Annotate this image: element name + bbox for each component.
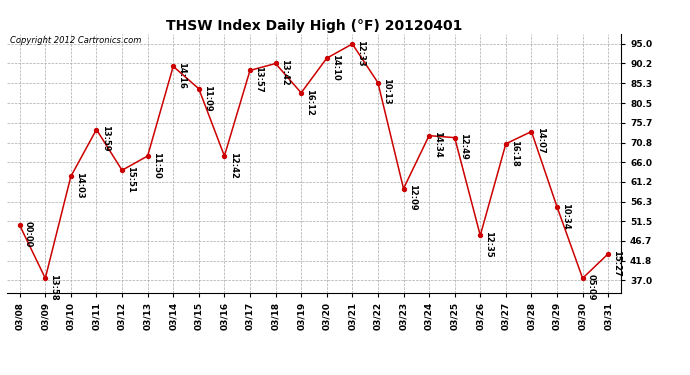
Text: 12:33: 12:33	[357, 40, 366, 66]
Text: 16:12: 16:12	[305, 88, 315, 116]
Text: 15:51: 15:51	[126, 166, 135, 193]
Text: 12:35: 12:35	[484, 231, 493, 258]
Text: 14:07: 14:07	[535, 128, 544, 154]
Point	[577, 275, 588, 281]
Text: 14:10: 14:10	[331, 54, 340, 81]
Point	[168, 63, 179, 69]
Text: 16:18: 16:18	[510, 140, 519, 166]
Point	[270, 60, 281, 66]
Text: 12:09: 12:09	[408, 184, 417, 211]
Point	[449, 135, 460, 141]
Point	[526, 129, 537, 135]
Text: 12:49: 12:49	[459, 134, 468, 160]
Point	[193, 86, 204, 92]
Text: 10:34: 10:34	[561, 203, 570, 229]
Text: 13:57: 13:57	[254, 66, 263, 93]
Point	[398, 186, 409, 192]
Text: 10:13: 10:13	[382, 78, 391, 105]
Text: Copyright 2012 Cartronics.com: Copyright 2012 Cartronics.com	[10, 36, 141, 45]
Point	[373, 80, 384, 86]
Point	[602, 251, 613, 257]
Point	[322, 55, 333, 61]
Text: 11:50: 11:50	[152, 152, 161, 178]
Point	[551, 204, 562, 210]
Text: 13:58: 13:58	[50, 274, 59, 301]
Title: THSW Index Daily High (°F) 20120401: THSW Index Daily High (°F) 20120401	[166, 19, 462, 33]
Text: 14:16: 14:16	[177, 62, 186, 89]
Point	[244, 68, 255, 74]
Point	[91, 126, 102, 132]
Text: 14:03: 14:03	[75, 172, 84, 199]
Text: 13:42: 13:42	[279, 59, 288, 86]
Text: 11:09: 11:09	[203, 85, 212, 111]
Point	[66, 173, 77, 179]
Text: 14:34: 14:34	[433, 132, 442, 158]
Text: 12:42: 12:42	[228, 152, 237, 179]
Point	[117, 167, 128, 173]
Text: 00:00: 00:00	[24, 221, 33, 248]
Point	[475, 232, 486, 238]
Point	[219, 153, 230, 159]
Text: 15:27: 15:27	[612, 250, 622, 276]
Point	[40, 275, 51, 281]
Text: 13:59: 13:59	[101, 125, 110, 152]
Text: 05:09: 05:09	[586, 274, 595, 301]
Point	[424, 133, 435, 139]
Point	[142, 153, 153, 159]
Point	[14, 222, 26, 228]
Point	[347, 41, 358, 47]
Point	[500, 141, 511, 147]
Point	[295, 90, 306, 96]
